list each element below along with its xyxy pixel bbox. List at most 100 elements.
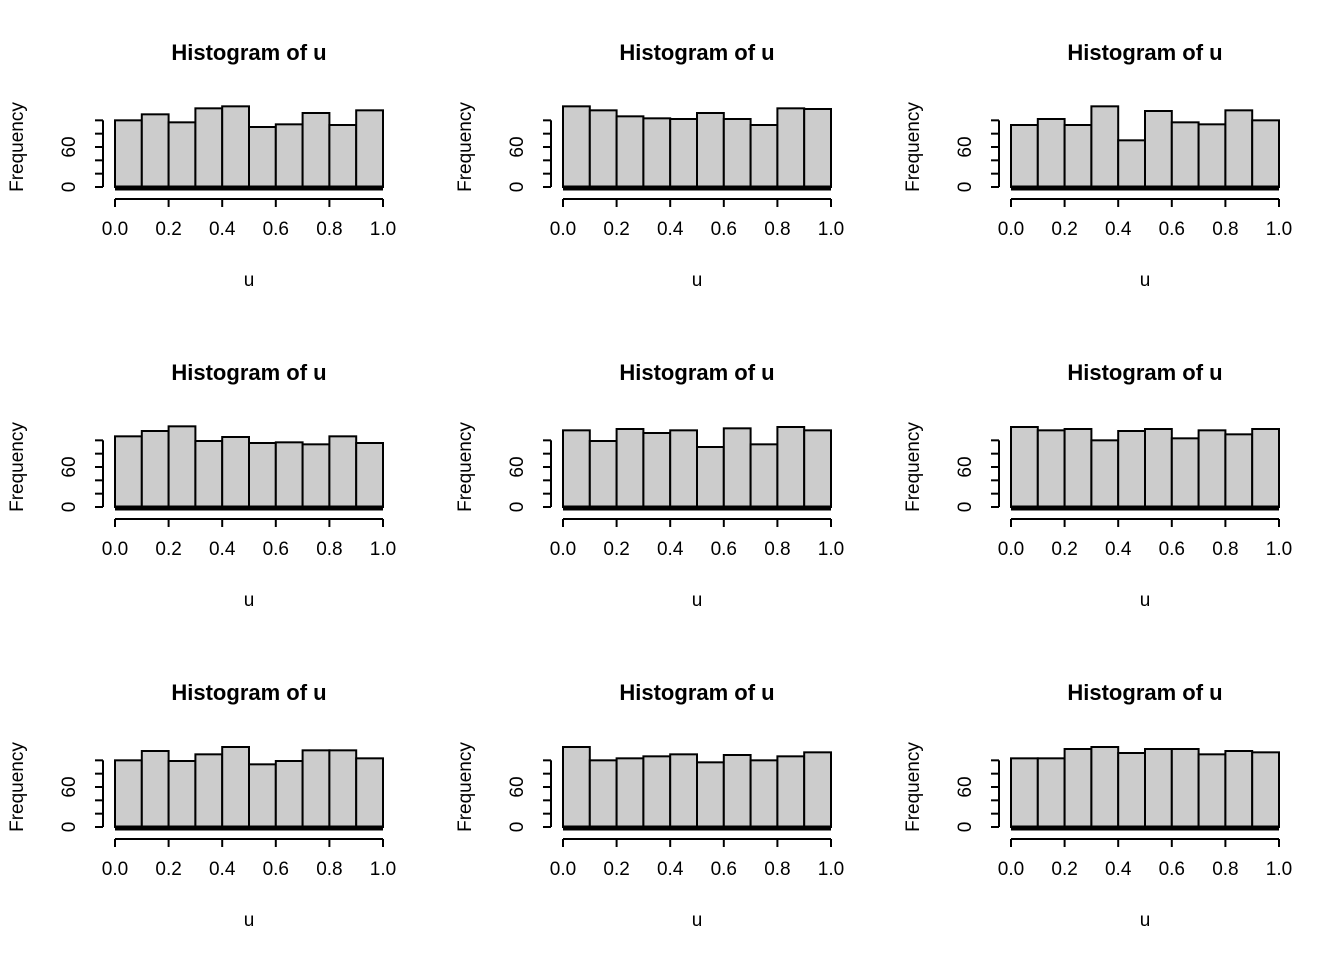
bar (1224, 750, 1254, 828)
bar (1063, 748, 1093, 828)
y-axis-label: Frequency (7, 102, 28, 192)
x-axis-label: u (1140, 910, 1151, 931)
bar (355, 757, 385, 828)
x-tick-label: 0.4 (1105, 219, 1132, 240)
bar (669, 753, 698, 828)
bar (194, 107, 224, 188)
bar (1117, 752, 1146, 828)
bar (1251, 751, 1281, 828)
bar (221, 746, 250, 828)
bar (1197, 429, 1227, 508)
bar (328, 435, 358, 508)
bar (167, 121, 197, 188)
y-axis-label: Frequency (7, 742, 28, 832)
x-tick-label: 0.2 (1051, 219, 1077, 240)
y-tick-label: 60 (507, 136, 528, 157)
x-tick-label: 1.0 (1266, 219, 1292, 240)
y-tick-label: 0 (507, 502, 528, 513)
bar (140, 113, 170, 188)
x-tick-label: 0.6 (711, 539, 737, 560)
panel: Histogram of u u Frequency 0.0 0.2 0.4 0.6 0.8 1… (7, 40, 396, 291)
bar (1010, 757, 1039, 828)
x-tick-label: 0.8 (316, 859, 342, 880)
y-axis-label: Frequency (903, 742, 924, 832)
y-tick-label: 60 (507, 776, 528, 797)
bar (749, 759, 779, 828)
bar (328, 124, 358, 188)
x-tick-label: 0.8 (316, 539, 342, 560)
bar (803, 108, 833, 188)
bar (696, 112, 725, 188)
x-axis-label: u (244, 270, 255, 291)
y-axis-label: Frequency (455, 742, 476, 832)
panel: Histogram of u u Frequency 0.0 0.2 0.4 0.6 0.8 1… (903, 40, 1292, 291)
x-tick-label: 0.0 (998, 539, 1024, 560)
x-tick-label: 0.8 (764, 219, 790, 240)
bar (588, 109, 618, 188)
chart-title: Histogram of u (619, 360, 774, 385)
panel: Histogram of u u Frequency 0.0 0.2 0.4 0.6 0.8 1… (7, 360, 396, 611)
x-tick-label: 0.4 (657, 219, 684, 240)
x-tick-label: 0.2 (603, 859, 629, 880)
bar (1144, 110, 1173, 188)
x-tick-label: 0.6 (1159, 539, 1185, 560)
bar (615, 757, 645, 828)
bar (301, 749, 331, 828)
y-tick-label: 0 (955, 822, 976, 833)
bar (803, 429, 833, 508)
bar (1063, 428, 1093, 508)
x-tick-label: 0.6 (711, 219, 737, 240)
x-tick-label: 1.0 (818, 859, 844, 880)
panel: Histogram of u u Frequency 0.0 0.2 0.4 0.6 0.8 1… (7, 680, 396, 931)
x-tick-label: 0.6 (711, 859, 737, 880)
bar (167, 760, 197, 828)
panel: Histogram of u u Frequency 0.0 0.2 0.4 0.6 0.8 1… (455, 360, 844, 611)
bar (749, 443, 779, 509)
y-tick-label: 0 (955, 502, 976, 513)
y-tick-label: 60 (955, 136, 976, 157)
bar (1144, 428, 1173, 508)
x-tick-label: 0.2 (603, 219, 629, 240)
bar (722, 118, 752, 188)
x-tick-label: 0.0 (550, 539, 576, 560)
bar (355, 109, 385, 188)
bar (562, 105, 591, 188)
bar (140, 750, 170, 828)
bar (615, 115, 645, 188)
y-tick-label: 0 (955, 182, 976, 193)
x-tick-label: 0.2 (1051, 859, 1077, 880)
x-tick-label: 0.8 (1212, 539, 1238, 560)
bar (194, 440, 224, 508)
bar (776, 426, 806, 508)
bar (776, 755, 806, 828)
bar (194, 753, 224, 828)
x-tick-label: 0.2 (1051, 539, 1077, 560)
x-tick-label: 1.0 (818, 539, 844, 560)
bar (1144, 748, 1173, 828)
bar (1036, 757, 1066, 828)
bar (1197, 753, 1227, 828)
chart-title: Histogram of u (1067, 680, 1222, 705)
x-tick-label: 0.4 (657, 539, 684, 560)
x-tick-label: 0.4 (209, 219, 236, 240)
x-axis-label: u (1140, 590, 1151, 611)
bar (1090, 439, 1120, 508)
bar (749, 124, 779, 188)
bar (722, 427, 752, 508)
bar (588, 759, 618, 828)
x-tick-label: 0.0 (102, 539, 128, 560)
bar (1010, 426, 1039, 508)
x-axis-label: u (692, 910, 703, 931)
y-tick-label: 0 (59, 822, 80, 833)
x-tick-label: 0.4 (1105, 539, 1132, 560)
bar (696, 761, 725, 828)
y-tick-label: 60 (955, 456, 976, 477)
x-tick-label: 0.0 (550, 859, 576, 880)
bar (588, 440, 618, 508)
bar (248, 763, 277, 829)
bar (669, 429, 698, 508)
bar (1117, 139, 1146, 188)
bar (274, 760, 304, 828)
x-axis-label: u (244, 910, 255, 931)
